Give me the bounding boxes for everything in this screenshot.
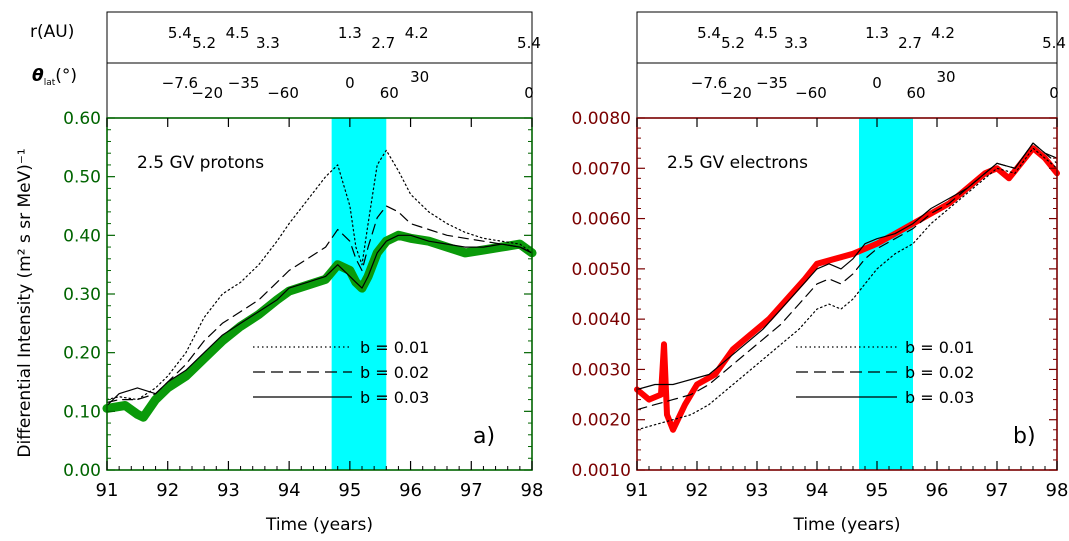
model-line-b003 xyxy=(636,142,1058,391)
theta-lat-row-label: θlat(°) xyxy=(32,66,77,88)
observation-line xyxy=(634,145,1060,433)
x-tick-label: 97 xyxy=(986,480,1009,501)
top-axis-r-label: 5.4 xyxy=(517,34,541,52)
x-tick-label: 94 xyxy=(806,480,829,501)
y-tick-label: 0.50 xyxy=(63,168,101,188)
top-axis-theta-label: −20 xyxy=(191,84,223,102)
top-axis-theta-label: 0 xyxy=(872,74,882,92)
legend-label: b = 0.01 xyxy=(905,338,974,357)
model-line-b002 xyxy=(106,205,533,404)
top-axis-theta-label: 30 xyxy=(936,68,955,86)
chart-annotation: 2.5 GV protons xyxy=(137,153,264,173)
x-tick-label: 97 xyxy=(460,480,483,501)
shaded-region xyxy=(331,118,387,470)
top-axis-r-label: 5.4 xyxy=(697,24,721,42)
top-axis-r-label: 5.2 xyxy=(192,34,216,52)
y-tick-label: 0.0020 xyxy=(572,411,631,431)
top-axis-r-label: 2.7 xyxy=(898,34,922,52)
r-au-row-label: r(AU) xyxy=(30,22,74,42)
x-tick-label: 92 xyxy=(686,480,709,501)
top-axis-theta-label: −35 xyxy=(228,74,260,92)
top-axis-theta-label: 0 xyxy=(524,84,534,102)
x-tick-label: 91 xyxy=(626,480,649,501)
top-axis-r-label: 4.2 xyxy=(405,24,429,42)
top-axis-theta-label: −60 xyxy=(267,84,299,102)
panel-label: b) xyxy=(1013,424,1036,449)
top-axis-r-label: 2.7 xyxy=(371,34,395,52)
top-axis-theta-label: −7.6 xyxy=(162,74,198,92)
top-axis-theta-label: 0 xyxy=(1049,84,1059,102)
x-tick-label: 91 xyxy=(96,480,119,501)
top-axis-r-label: 4.5 xyxy=(226,24,250,42)
y-tick-label: 0.40 xyxy=(63,226,101,246)
y-tick-label: 0.20 xyxy=(63,344,101,364)
model-line-b003 xyxy=(106,234,533,407)
model-line-b001 xyxy=(106,149,533,401)
y-tick-label: 0.0070 xyxy=(572,159,631,179)
y-tick-label: 0.10 xyxy=(63,402,101,422)
x-axis-label: Time (years) xyxy=(265,515,373,535)
top-axis-theta-label: −35 xyxy=(756,74,788,92)
top-axis-theta-label: 60 xyxy=(380,84,399,102)
observation-line xyxy=(102,230,537,422)
x-tick-label: 95 xyxy=(866,480,889,501)
legend-label: b = 0.02 xyxy=(360,363,429,382)
x-tick-label: 96 xyxy=(926,480,949,501)
legend-label: b = 0.03 xyxy=(360,388,429,407)
top-axis-theta-label: 60 xyxy=(906,84,925,102)
y-tick-label: 0.00 xyxy=(63,461,101,481)
x-tick-label: 95 xyxy=(338,480,361,501)
y-tick-label: 0.0010 xyxy=(572,461,631,481)
shaded-region xyxy=(859,118,913,470)
chart-annotation: 2.5 GV electrons xyxy=(667,153,808,173)
y-tick-label: 0.0080 xyxy=(572,109,631,129)
y-tick-label: 0.30 xyxy=(63,285,101,305)
panel-b: 5.45.24.53.31.32.74.25.4−7.6−20−35−60060… xyxy=(572,11,1069,535)
x-tick-label: 96 xyxy=(399,480,422,501)
y-axis-label: Differential Intensity (m² s sr MeV)⁻¹ xyxy=(15,148,35,457)
top-axis-theta-label: 0 xyxy=(345,74,355,92)
y-tick-label: 0.0030 xyxy=(572,360,631,380)
y-tick-label: 0.0050 xyxy=(572,260,631,280)
x-tick-label: 98 xyxy=(521,480,544,501)
y-tick-label: 0.0060 xyxy=(572,210,631,230)
top-axis-theta-label: −60 xyxy=(795,84,827,102)
model-line-b001 xyxy=(636,147,1058,431)
x-tick-label: 93 xyxy=(217,480,240,501)
x-tick-label: 98 xyxy=(1046,480,1069,501)
top-axis-r-label: 3.3 xyxy=(784,34,808,52)
top-axis-r-label: 4.5 xyxy=(754,24,778,42)
x-axis-label: Time (years) xyxy=(792,515,900,535)
top-axis-r-label: 3.3 xyxy=(256,34,280,52)
panel-label: a) xyxy=(473,424,495,449)
model-line-b002 xyxy=(636,142,1058,411)
legend-label: b = 0.03 xyxy=(905,388,974,407)
y-tick-label: 0.60 xyxy=(63,109,101,129)
top-axis-r-label: 5.2 xyxy=(721,34,745,52)
top-axis-r-label: 5.4 xyxy=(168,24,192,42)
top-axis-theta-label: −20 xyxy=(720,84,752,102)
x-tick-label: 92 xyxy=(156,480,179,501)
top-axis-theta-label: 30 xyxy=(410,68,429,86)
x-tick-label: 94 xyxy=(278,480,301,501)
top-axis-r-label: 5.4 xyxy=(1042,34,1066,52)
panel-a: 5.45.24.53.31.32.74.25.4−7.6−20−35−60060… xyxy=(63,11,544,535)
y-tick-label: 0.0040 xyxy=(572,310,631,330)
top-axis-r-label: 1.3 xyxy=(865,24,889,42)
legend-label: b = 0.01 xyxy=(360,338,429,357)
plot-frame xyxy=(636,117,1058,471)
top-axis-r-label: 4.2 xyxy=(931,24,955,42)
legend-label: b = 0.02 xyxy=(905,363,974,382)
top-axis-r-label: 1.3 xyxy=(338,24,362,42)
x-tick-label: 93 xyxy=(746,480,769,501)
top-axis-theta-label: −7.6 xyxy=(691,74,727,92)
